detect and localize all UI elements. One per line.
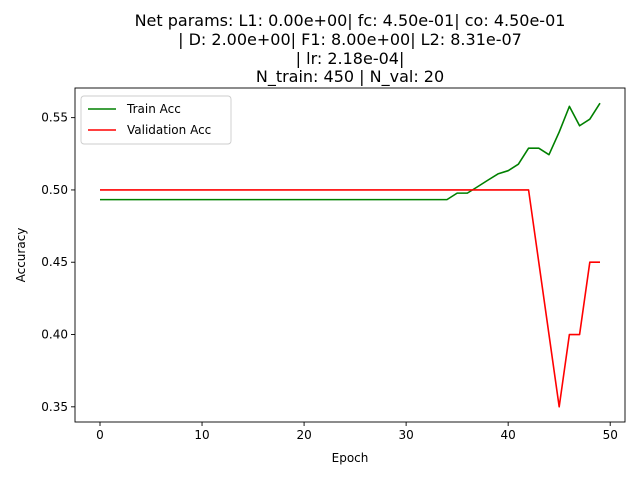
- series-lines: [100, 102, 601, 408]
- x-tick-label: 0: [96, 428, 104, 442]
- y-tick-label: 0.35: [41, 400, 68, 414]
- series-line-train-acc: [100, 102, 601, 201]
- y-tick-label: 0.40: [41, 328, 68, 342]
- x-tick-label: 40: [501, 428, 516, 442]
- y-tick-label: 0.50: [41, 183, 68, 197]
- x-tick-label: 30: [398, 428, 413, 442]
- x-tick-label: 20: [296, 428, 311, 442]
- legend-label-validation-acc: Validation Acc: [127, 123, 211, 137]
- x-tick-label: 50: [603, 428, 618, 442]
- x-axis-label: Epoch: [332, 451, 369, 465]
- legend-box: [80, 95, 232, 145]
- y-axis-label: Accuracy: [14, 228, 28, 283]
- y-tick-label: 0.55: [41, 111, 68, 125]
- x-tick-label: 10: [194, 428, 209, 442]
- chart-title-line-3: | lr: 2.18e-04|: [296, 49, 405, 68]
- chart-title-line-2: | D: 2.00e+00| F1: 8.00e+00| L2: 8.31e-0…: [178, 30, 522, 49]
- y-tick-label: 0.45: [41, 255, 68, 269]
- series-line-validation-acc: [100, 189, 600, 408]
- y-axis-ticks: 0.35 0.40 0.45 0.50 0.55: [41, 111, 75, 414]
- axes-frame: [74, 87, 626, 423]
- chart-title-line-4: N_train: 450 | N_val: 20: [256, 67, 444, 87]
- x-axis-ticks: 0 10 20 30 40 50: [96, 422, 618, 442]
- legend-label-train-acc: Train Acc: [126, 102, 181, 116]
- chart-title-line-1: Net params: L1: 0.00e+00| fc: 4.50e-01| …: [135, 11, 566, 30]
- legend: Train Acc Validation Acc: [80, 95, 232, 145]
